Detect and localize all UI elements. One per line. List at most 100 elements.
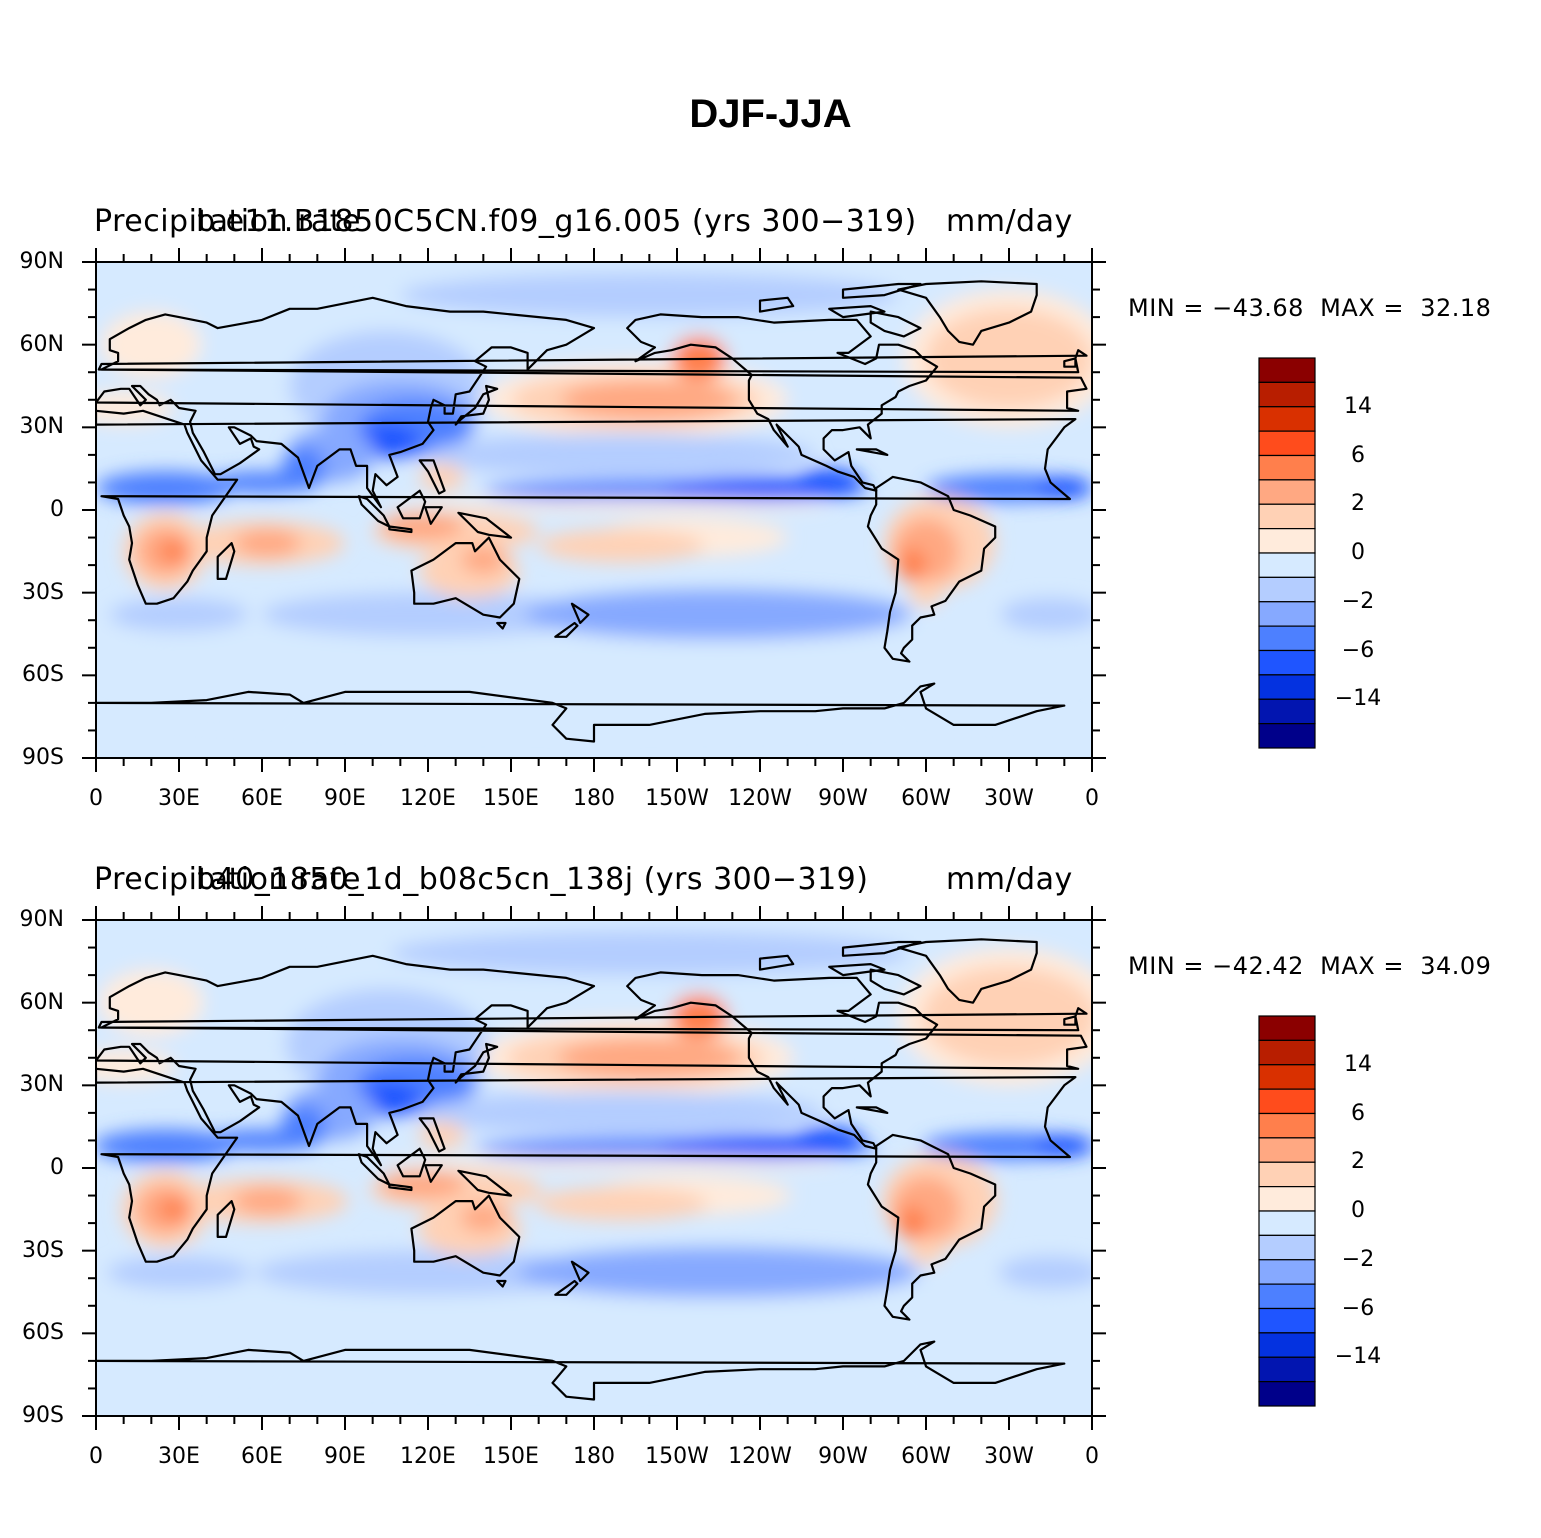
colorbar-swatch bbox=[1258, 1307, 1316, 1334]
colorbar-swatch bbox=[1258, 454, 1316, 481]
colorbar-swatch bbox=[1258, 1064, 1316, 1090]
anomaly-blob bbox=[419, 463, 464, 491]
colorbar-swatch bbox=[1258, 1088, 1316, 1115]
colorbar-label: 6 bbox=[1351, 442, 1365, 468]
colorbar-label: 0 bbox=[1351, 540, 1365, 565]
lat-tick-label: 30N bbox=[19, 1072, 64, 1098]
lat-tick-label: 60N bbox=[19, 331, 64, 357]
anomaly-blob bbox=[535, 1187, 708, 1221]
colorbar-swatch bbox=[1258, 1137, 1316, 1163]
lon-tick-label: 0 bbox=[1085, 786, 1099, 811]
anomaly-blob bbox=[795, 468, 863, 497]
anomaly-blob bbox=[897, 1206, 927, 1240]
colorbar-swatch bbox=[1258, 1161, 1316, 1188]
lon-tick-label: 30E bbox=[158, 1444, 200, 1469]
anomaly-blob bbox=[460, 1203, 507, 1232]
precip-map bbox=[82, 248, 1316, 772]
anomaly-blob bbox=[926, 308, 1092, 409]
lat-tick-label: 30S bbox=[22, 579, 64, 605]
colorbar-label: −2 bbox=[1341, 588, 1375, 614]
map-panel-2: Precipitation rate b40_1850_1d_b08c5cn_1… bbox=[0, 858, 1541, 1518]
lon-tick-label: 150W bbox=[645, 786, 709, 811]
colorbar-swatch bbox=[1258, 528, 1316, 554]
lat-tick-label: 60N bbox=[19, 989, 64, 1015]
anomaly-blob bbox=[159, 1198, 188, 1221]
map-panel-1: Precipitation rate b.e11.B1850C5CN.f09_g… bbox=[0, 200, 1541, 860]
anomaly-blob bbox=[101, 311, 202, 378]
right-string: mm/day bbox=[946, 862, 1073, 897]
lon-tick-label: 150W bbox=[645, 1444, 709, 1469]
right-string: mm/day bbox=[946, 204, 1073, 239]
figure-title: DJF-JJA bbox=[689, 92, 852, 136]
anomaly-blob bbox=[794, 1126, 864, 1155]
anomaly-blob bbox=[420, 1090, 824, 1135]
anomaly-blob bbox=[109, 598, 249, 632]
lon-tick-label: 90W bbox=[818, 1444, 868, 1469]
anomaly-blob bbox=[517, 1247, 920, 1298]
colorbar-swatch bbox=[1258, 674, 1316, 700]
lon-tick-label: 60W bbox=[901, 1444, 951, 1469]
anomaly-blob bbox=[390, 931, 909, 976]
lat-tick-label: 90N bbox=[19, 907, 64, 932]
anomaly-blob bbox=[386, 498, 830, 510]
anomaly-blob bbox=[922, 966, 1092, 1067]
lon-tick-label: 90E bbox=[324, 1444, 366, 1469]
lat-tick-label: 30N bbox=[19, 414, 64, 440]
anomaly-blob bbox=[379, 1170, 466, 1199]
colorbar-swatch bbox=[1258, 1015, 1316, 1041]
colorbar-label: −14 bbox=[1334, 1344, 1382, 1370]
lon-tick-label: 30W bbox=[984, 786, 1034, 811]
colorbar-swatch bbox=[1258, 1283, 1316, 1310]
lon-tick-label: 0 bbox=[89, 1444, 103, 1469]
anomaly-blob bbox=[96, 1049, 176, 1083]
lat-tick-label: 90N bbox=[19, 249, 64, 274]
colorbar-swatch bbox=[1258, 649, 1316, 676]
lon-tick-label: 90E bbox=[324, 786, 366, 811]
colorbar-label: −6 bbox=[1341, 637, 1375, 663]
colorbar-label: 2 bbox=[1351, 491, 1365, 517]
axis-ticks bbox=[82, 906, 1106, 1430]
colorbar-swatch bbox=[1258, 1381, 1316, 1407]
colorbar-swatch bbox=[1258, 1210, 1316, 1236]
anomaly-blob bbox=[400, 273, 899, 318]
min-max-label: MIN = −42.42 MAX = 34.09 bbox=[1128, 952, 1492, 980]
colorbar-swatch bbox=[1258, 381, 1316, 408]
colorbar-label: 6 bbox=[1351, 1100, 1365, 1126]
colorbar-swatch bbox=[1258, 698, 1316, 725]
colorbar-label: −14 bbox=[1334, 686, 1382, 712]
colorbar-swatch bbox=[1258, 406, 1316, 432]
lon-tick-label: 0 bbox=[1085, 1444, 1099, 1469]
colorbar-swatch bbox=[1258, 479, 1316, 505]
lat-tick-label: 0 bbox=[50, 1155, 64, 1180]
colorbar-label: 0 bbox=[1351, 1198, 1365, 1223]
colorbar-swatch bbox=[1258, 1234, 1316, 1261]
lon-tick-label: 30E bbox=[158, 786, 200, 811]
center-string: b.e11.B1850C5CN.f09_g16.005 (yrs 300−319… bbox=[196, 204, 917, 239]
lon-tick-label: 180 bbox=[573, 1444, 615, 1469]
contour-fill bbox=[96, 920, 1092, 1416]
contour-fill bbox=[96, 262, 1092, 758]
anomaly-blob bbox=[909, 578, 943, 607]
lon-tick-label: 30W bbox=[984, 1444, 1034, 1469]
colorbar bbox=[1258, 357, 1316, 749]
colorbar-swatch bbox=[1258, 1332, 1316, 1358]
precip-map bbox=[82, 906, 1316, 1430]
left-string: Precipitation rate bbox=[94, 204, 361, 239]
anomaly-blob bbox=[557, 1038, 742, 1078]
colorbar-swatch bbox=[1258, 1039, 1316, 1066]
lon-tick-label: 120W bbox=[728, 786, 792, 811]
anomaly-blob bbox=[96, 391, 174, 425]
anomaly-blob bbox=[380, 512, 464, 541]
anomaly-blob bbox=[262, 592, 594, 637]
colorbar-swatch bbox=[1258, 625, 1316, 652]
anomaly-blob bbox=[204, 1129, 320, 1152]
anomaly-blob bbox=[234, 529, 301, 557]
anomaly-blob bbox=[159, 540, 188, 563]
anomaly-blob bbox=[99, 969, 204, 1036]
anomaly-blob bbox=[998, 1256, 1092, 1290]
colorbar-swatch bbox=[1258, 1186, 1316, 1212]
colorbar-swatch bbox=[1258, 503, 1316, 530]
center-string: b40_1850_1d_b08c5cn_138j (yrs 300−319) bbox=[196, 862, 869, 897]
anomaly-blob bbox=[206, 471, 318, 494]
lat-tick-label: 30S bbox=[22, 1237, 64, 1263]
